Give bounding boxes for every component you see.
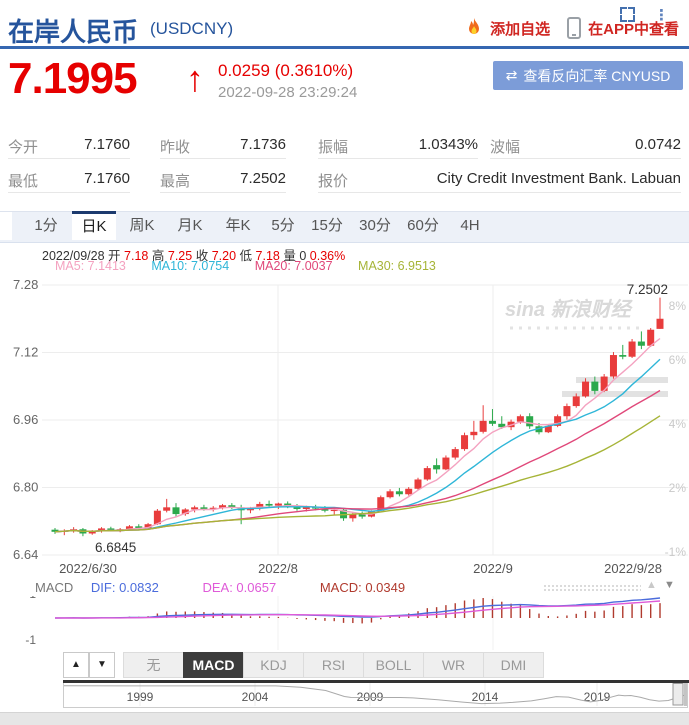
ma-info-row: MA5: 7.1413 MA10: 7.0754 MA20: 7.0037 MA… <box>55 259 458 273</box>
tab-15min[interactable]: 15分 <box>311 217 343 234</box>
tab-60min[interactable]: 60分 <box>407 217 439 234</box>
svg-text:7.12: 7.12 <box>13 345 38 360</box>
stat-today-open: 今开 7.1760 <box>8 133 130 159</box>
svg-text:4%: 4% <box>669 417 687 431</box>
svg-text:sina 新浪财经: sina 新浪财经 <box>505 298 634 321</box>
tabbar-notch <box>0 212 12 240</box>
svg-text:6.80: 6.80 <box>13 480 38 495</box>
panel-down-arrow-icon[interactable]: ▼ <box>664 579 675 591</box>
svg-text:2022/8: 2022/8 <box>258 561 298 576</box>
svg-text:6%: 6% <box>669 353 687 367</box>
ma10-value: MA10: 7.0754 <box>151 259 230 273</box>
stat-high: 最高 7.2502 <box>160 167 286 193</box>
history-minimap[interactable]: 1999 2004 2009 2014 2019 <box>63 683 688 708</box>
ma5-value: MA5: 7.1413 <box>55 259 126 273</box>
price-change: 0.0259 (0.3610%) <box>218 61 354 80</box>
stat-wave: 波幅 0.0742 <box>490 133 681 159</box>
tab-monthly-k[interactable]: 月K <box>177 217 203 234</box>
stat-prev-close: 昨收 7.1736 <box>160 133 286 159</box>
svg-text:2022/6/30: 2022/6/30 <box>59 561 117 576</box>
indicator-tab-kdj[interactable]: KDJ <box>243 652 304 678</box>
svg-text:2%: 2% <box>669 481 687 495</box>
tab-4h[interactable]: 4H <box>460 217 480 234</box>
macd-hist-value: MACD: 0.0349 <box>319 580 406 595</box>
tab-weekly-k[interactable]: 周K <box>129 217 155 234</box>
panel-drag-handle[interactable] <box>543 584 641 592</box>
footer-bar <box>0 712 689 725</box>
tab-5min[interactable]: 5分 <box>271 217 295 234</box>
indicator-tab-dmi[interactable]: DMI <box>483 652 544 678</box>
stat-quote-bank: 报价 City Credit Investment Bank. Labuan <box>318 167 681 193</box>
macd-dea-value: DEA: 0.0657 <box>202 580 277 595</box>
svg-text:-1%: -1% <box>665 545 687 559</box>
swap-icon: ⇄ <box>505 67 518 83</box>
svg-text:7.28: 7.28 <box>13 277 38 292</box>
macd-chart[interactable]: 1 -1 <box>0 596 689 650</box>
svg-text:1: 1 <box>29 596 36 601</box>
tab-daily-k[interactable]: 日K <box>72 211 116 240</box>
svg-text:6.64: 6.64 <box>13 547 38 562</box>
ma30-value: MA30: 6.9513 <box>358 259 436 273</box>
indicator-up-button[interactable]: ▲ <box>63 652 89 678</box>
indicator-tab-macd[interactable]: MACD <box>183 652 244 678</box>
svg-text:2004: 2004 <box>242 690 269 704</box>
svg-text:2019: 2019 <box>584 690 611 704</box>
stat-amplitude: 振幅 1.0343% <box>318 133 478 159</box>
ohlc-info-row: 2022/09/28 开 7.18 高 7.25 收 7.20 低 7.18 量… <box>42 249 346 263</box>
indicator-down-button[interactable]: ▼ <box>89 652 115 678</box>
svg-text:6.6845: 6.6845 <box>95 540 136 555</box>
header-divider <box>0 46 689 49</box>
svg-text:8%: 8% <box>669 299 687 313</box>
indicator-tab-boll[interactable]: BOLL <box>363 652 424 678</box>
add-watchlist-link[interactable]: 添加自选 <box>490 20 551 38</box>
indicator-tab-none[interactable]: 无 <box>123 652 184 678</box>
svg-text:6.96: 6.96 <box>13 412 38 427</box>
reverse-rate-button[interactable]: ⇄ 查看反向汇率 CNYUSD <box>493 61 683 90</box>
minimap-top-border <box>63 680 689 683</box>
candlestick-chart[interactable]: 7.28 7.12 6.96 6.80 6.64 8% 6% 4% 2% -1% sina 新浪财经… <box>0 270 689 580</box>
page-title: 在岸人民币 <box>8 17 139 47</box>
view-in-app-link[interactable]: 在APP中查看 <box>588 20 679 38</box>
indicator-tab-rsi[interactable]: RSI <box>303 652 364 678</box>
panel-up-arrow-icon[interactable]: ▲ <box>646 579 657 591</box>
svg-text:2014: 2014 <box>472 690 499 704</box>
svg-text:-1: -1 <box>25 633 36 647</box>
symbol-code: (USDCNY) <box>150 19 234 38</box>
tab-30min[interactable]: 30分 <box>359 217 391 234</box>
macd-info-row: MACD DIF: 0.0832 DEA: 0.0657 MACD: 0.034… <box>35 580 405 595</box>
svg-text:7.2502: 7.2502 <box>627 282 668 297</box>
svg-text:2022/9: 2022/9 <box>473 561 513 576</box>
svg-text:2022/9/28: 2022/9/28 <box>604 561 662 576</box>
indicator-tab-wr[interactable]: WR <box>423 652 484 678</box>
svg-text:1999: 1999 <box>127 690 154 704</box>
stat-low: 最低 7.1760 <box>8 167 130 193</box>
phone-icon <box>567 17 582 39</box>
minimap-view-handle <box>672 683 684 706</box>
macd-title: MACD <box>35 580 74 595</box>
quote-timestamp: 2022-09-28 23:29:24 <box>218 84 358 101</box>
flame-icon <box>465 18 483 38</box>
tab-yearly-k[interactable]: 年K <box>225 217 251 234</box>
last-price: 7.1995 <box>8 54 138 103</box>
up-arrow-icon: ↑ <box>186 58 204 99</box>
fullscreen-icon[interactable] <box>620 7 635 22</box>
kebab-menu-icon[interactable]: ⋮ <box>654 7 669 24</box>
tab-1min[interactable]: 1分 <box>34 217 58 234</box>
macd-dif-value: DIF: 0.0832 <box>90 580 159 595</box>
ma20-value: MA20: 7.0037 <box>254 259 333 273</box>
